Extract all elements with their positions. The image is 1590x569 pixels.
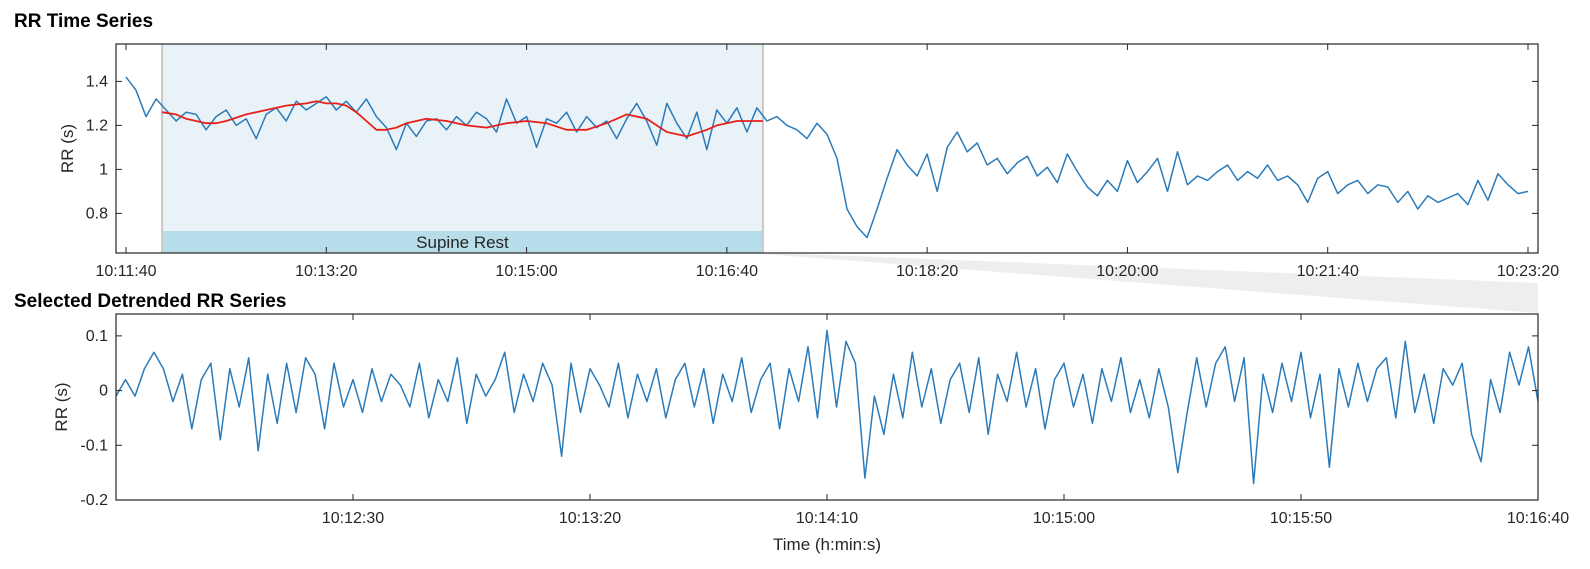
y-tick-label: 0.8 bbox=[86, 205, 108, 222]
y-tick-label: 1 bbox=[99, 161, 108, 178]
trend-line bbox=[161, 100, 763, 138]
top-axes-frame bbox=[115, 43, 1539, 254]
detrended-series-line bbox=[115, 329, 1539, 485]
supine-rest-band bbox=[162, 231, 763, 253]
zoom-connector bbox=[762, 254, 1538, 313]
top-ticks-group: 10:11:40 10:13:20 10:15:00 10:16:40 10:18:20… bbox=[86, 44, 1559, 280]
x-tick-label: 10:13:20 bbox=[295, 263, 357, 280]
x-tick-label: 10:11:40 bbox=[95, 263, 156, 280]
y-tick-label: 0 bbox=[99, 383, 108, 400]
x-tick-label: 10:14:10 bbox=[796, 510, 858, 527]
x-tick-label: 10:16:40 bbox=[1507, 510, 1569, 527]
y-tick-label: 0.1 bbox=[86, 328, 108, 345]
y-tick-label: -0.2 bbox=[80, 492, 108, 509]
x-tick-label: 10:18:20 bbox=[896, 263, 958, 280]
x-tick-label: 10:21:40 bbox=[1297, 263, 1359, 280]
bottom-series-group bbox=[115, 329, 1539, 485]
x-tick-label: 10:15:50 bbox=[1270, 510, 1332, 527]
bottom-chart-title: Selected Detrended RR Series bbox=[14, 291, 286, 312]
top-series-group bbox=[125, 76, 1529, 239]
y-tick-label: -0.1 bbox=[80, 437, 108, 454]
rr-series-line bbox=[125, 76, 1529, 239]
x-tick-label: 10:12:30 bbox=[322, 510, 384, 527]
bottom-x-axis-label: Time (h:min:s) bbox=[773, 535, 881, 554]
top-chart-title: RR Time Series bbox=[14, 11, 153, 32]
x-tick-label: 10:15:00 bbox=[1033, 510, 1095, 527]
bottom-plot-area bbox=[116, 314, 1538, 500]
x-tick-label: 10:13:20 bbox=[559, 510, 621, 527]
supine-rest-label: Supine Rest bbox=[416, 233, 509, 252]
x-tick-label: 10:15:00 bbox=[495, 263, 557, 280]
x-tick-label: 10:23:20 bbox=[1497, 263, 1559, 280]
y-tick-label: 1.2 bbox=[86, 117, 108, 134]
detrended-rr-chart: Selected Detrended RR Series 10:12:30 10:… bbox=[14, 291, 1569, 554]
rr-time-series-chart: RR Time Series Supine Rest 10:11:40 10:13… bbox=[14, 11, 1559, 280]
top-y-axis-label: RR (s) bbox=[58, 124, 77, 173]
y-tick-label: 1.4 bbox=[86, 73, 108, 90]
bottom-ticks-group: 10:12:30 10:13:20 10:14:10 10:15:00 10:15:50… bbox=[80, 314, 1569, 527]
bottom-y-axis-label: RR (s) bbox=[52, 382, 71, 431]
selected-region[interactable] bbox=[162, 44, 763, 253]
x-tick-label: 10:16:40 bbox=[696, 263, 758, 280]
x-tick-label: 10:20:00 bbox=[1096, 263, 1158, 280]
